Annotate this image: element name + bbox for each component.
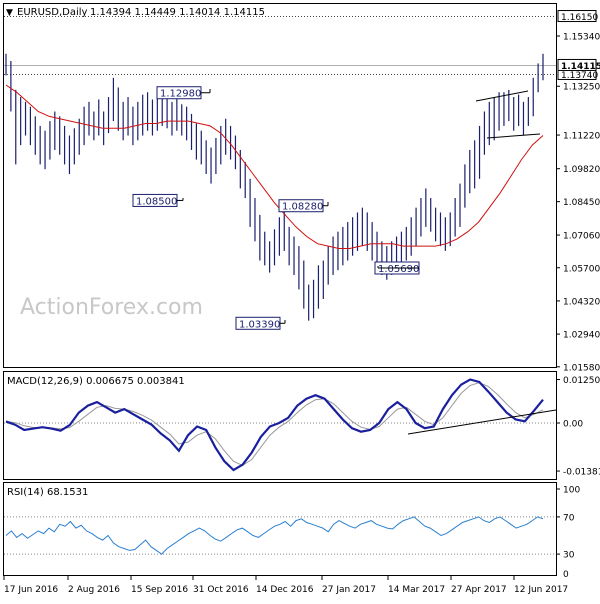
macd-y-tick-label: 0.00 (563, 420, 583, 430)
price-level-box (557, 10, 597, 23)
rsi-y-tick-label: 100 (563, 486, 580, 496)
macd-title: MACD(12,26,9) 0.006675 0.003841 (7, 376, 185, 387)
x-tick-label: 12 Jun 2017 (514, 585, 568, 595)
x-tick-label: 17 Jun 2016 (4, 585, 58, 595)
x-tick-label: 31 Oct 2016 (193, 585, 249, 595)
price-y-axis: 1.15340 1.13250 1.11220 1.09820 1.08450 1.070… (556, 10, 600, 373)
price-y-tick-label: 1.02940 (563, 331, 600, 341)
macd-main-line (5, 378, 544, 472)
triangle-upper-trendline (475, 90, 529, 102)
macd-panel-frame (3, 371, 557, 480)
macd-y-tick-label: -0.013813 (563, 468, 600, 478)
price-moving-average (5, 84, 544, 249)
rsi-y-tick-label: 70 (563, 513, 575, 523)
macd-signal-line (5, 382, 544, 466)
price-y-tick-label: 1.08450 (563, 198, 600, 208)
rsi-panel-frame (3, 482, 557, 576)
x-tick-label: 14 Mar 2017 (388, 585, 445, 595)
price-annotations: 1.12980 1.08500 1.03390 1.08280 1.05690 (132, 86, 420, 330)
current-price-label: 1.14115 (561, 62, 600, 72)
annotation-label: 1.03390 (239, 319, 280, 330)
price-y-tick-label: 1.07060 (563, 232, 600, 242)
x-tick-label: 15 Sep 2016 (131, 585, 188, 595)
macd-lines (5, 378, 544, 472)
price-y-tick-label: 1.01580 (563, 363, 600, 373)
x-tick-label: 2 Aug 2016 (68, 585, 120, 595)
watermark: ActionForex.com (20, 295, 203, 320)
macd-y-tick-label: 0.012509 (563, 376, 600, 386)
annotation-label: 1.05690 (378, 264, 419, 275)
moving-average-line (5, 84, 544, 249)
price-header-symbol: EURUSD,Daily (17, 7, 88, 18)
rsi-line (5, 516, 544, 555)
rsi-levels (4, 516, 556, 555)
price-y-tick-label: 1.13250 (563, 83, 600, 93)
x-tick-label: 27 Jan 2017 (322, 585, 376, 595)
x-tick-label: 14 Dec 2016 (256, 585, 314, 595)
rsi-y-tick-label: 30 (563, 551, 575, 561)
price-y-tick-label: 1.05700 (563, 264, 600, 274)
triangle-lower-trendline (486, 133, 541, 139)
price-header-ohlc: 1.14394 1.14449 1.14014 1.14115 (90, 7, 265, 18)
x-tick-label: 27 Apr 2017 (451, 585, 507, 595)
price-y-tick-label: 1.11220 (563, 132, 600, 142)
rsi-y-tick-label: 0 (563, 570, 569, 580)
price-level-label: 1.16150 (561, 13, 598, 23)
current-price-box (557, 58, 597, 71)
macd-y-axis: 0.012509 0.00 -0.013813 (556, 376, 600, 478)
macd-trendline (407, 409, 557, 435)
price-y-tick-label: 1.09820 (563, 165, 600, 175)
annotation-label: 1.08500 (136, 196, 177, 207)
price-level-label: 1.13740 (561, 71, 598, 81)
annotation-label: 1.08280 (282, 202, 323, 213)
rsi-y-axis: 100 70 30 0 (556, 486, 580, 580)
price-header-triangle-icon: ▼ (6, 8, 13, 18)
price-horizontal-levels (4, 16, 556, 75)
rsi-title: RSI(14) 68.1531 (7, 487, 88, 498)
annotation-label: 1.12980 (160, 89, 201, 100)
x-axis: 17 Jun 2016 2 Aug 2016 15 Sep 2016 31 Oct 2… (3, 576, 568, 595)
price-y-tick-label: 1.04320 (563, 297, 600, 307)
price-y-tick-label: 1.15340 (563, 33, 600, 43)
rsi-line (5, 516, 544, 555)
